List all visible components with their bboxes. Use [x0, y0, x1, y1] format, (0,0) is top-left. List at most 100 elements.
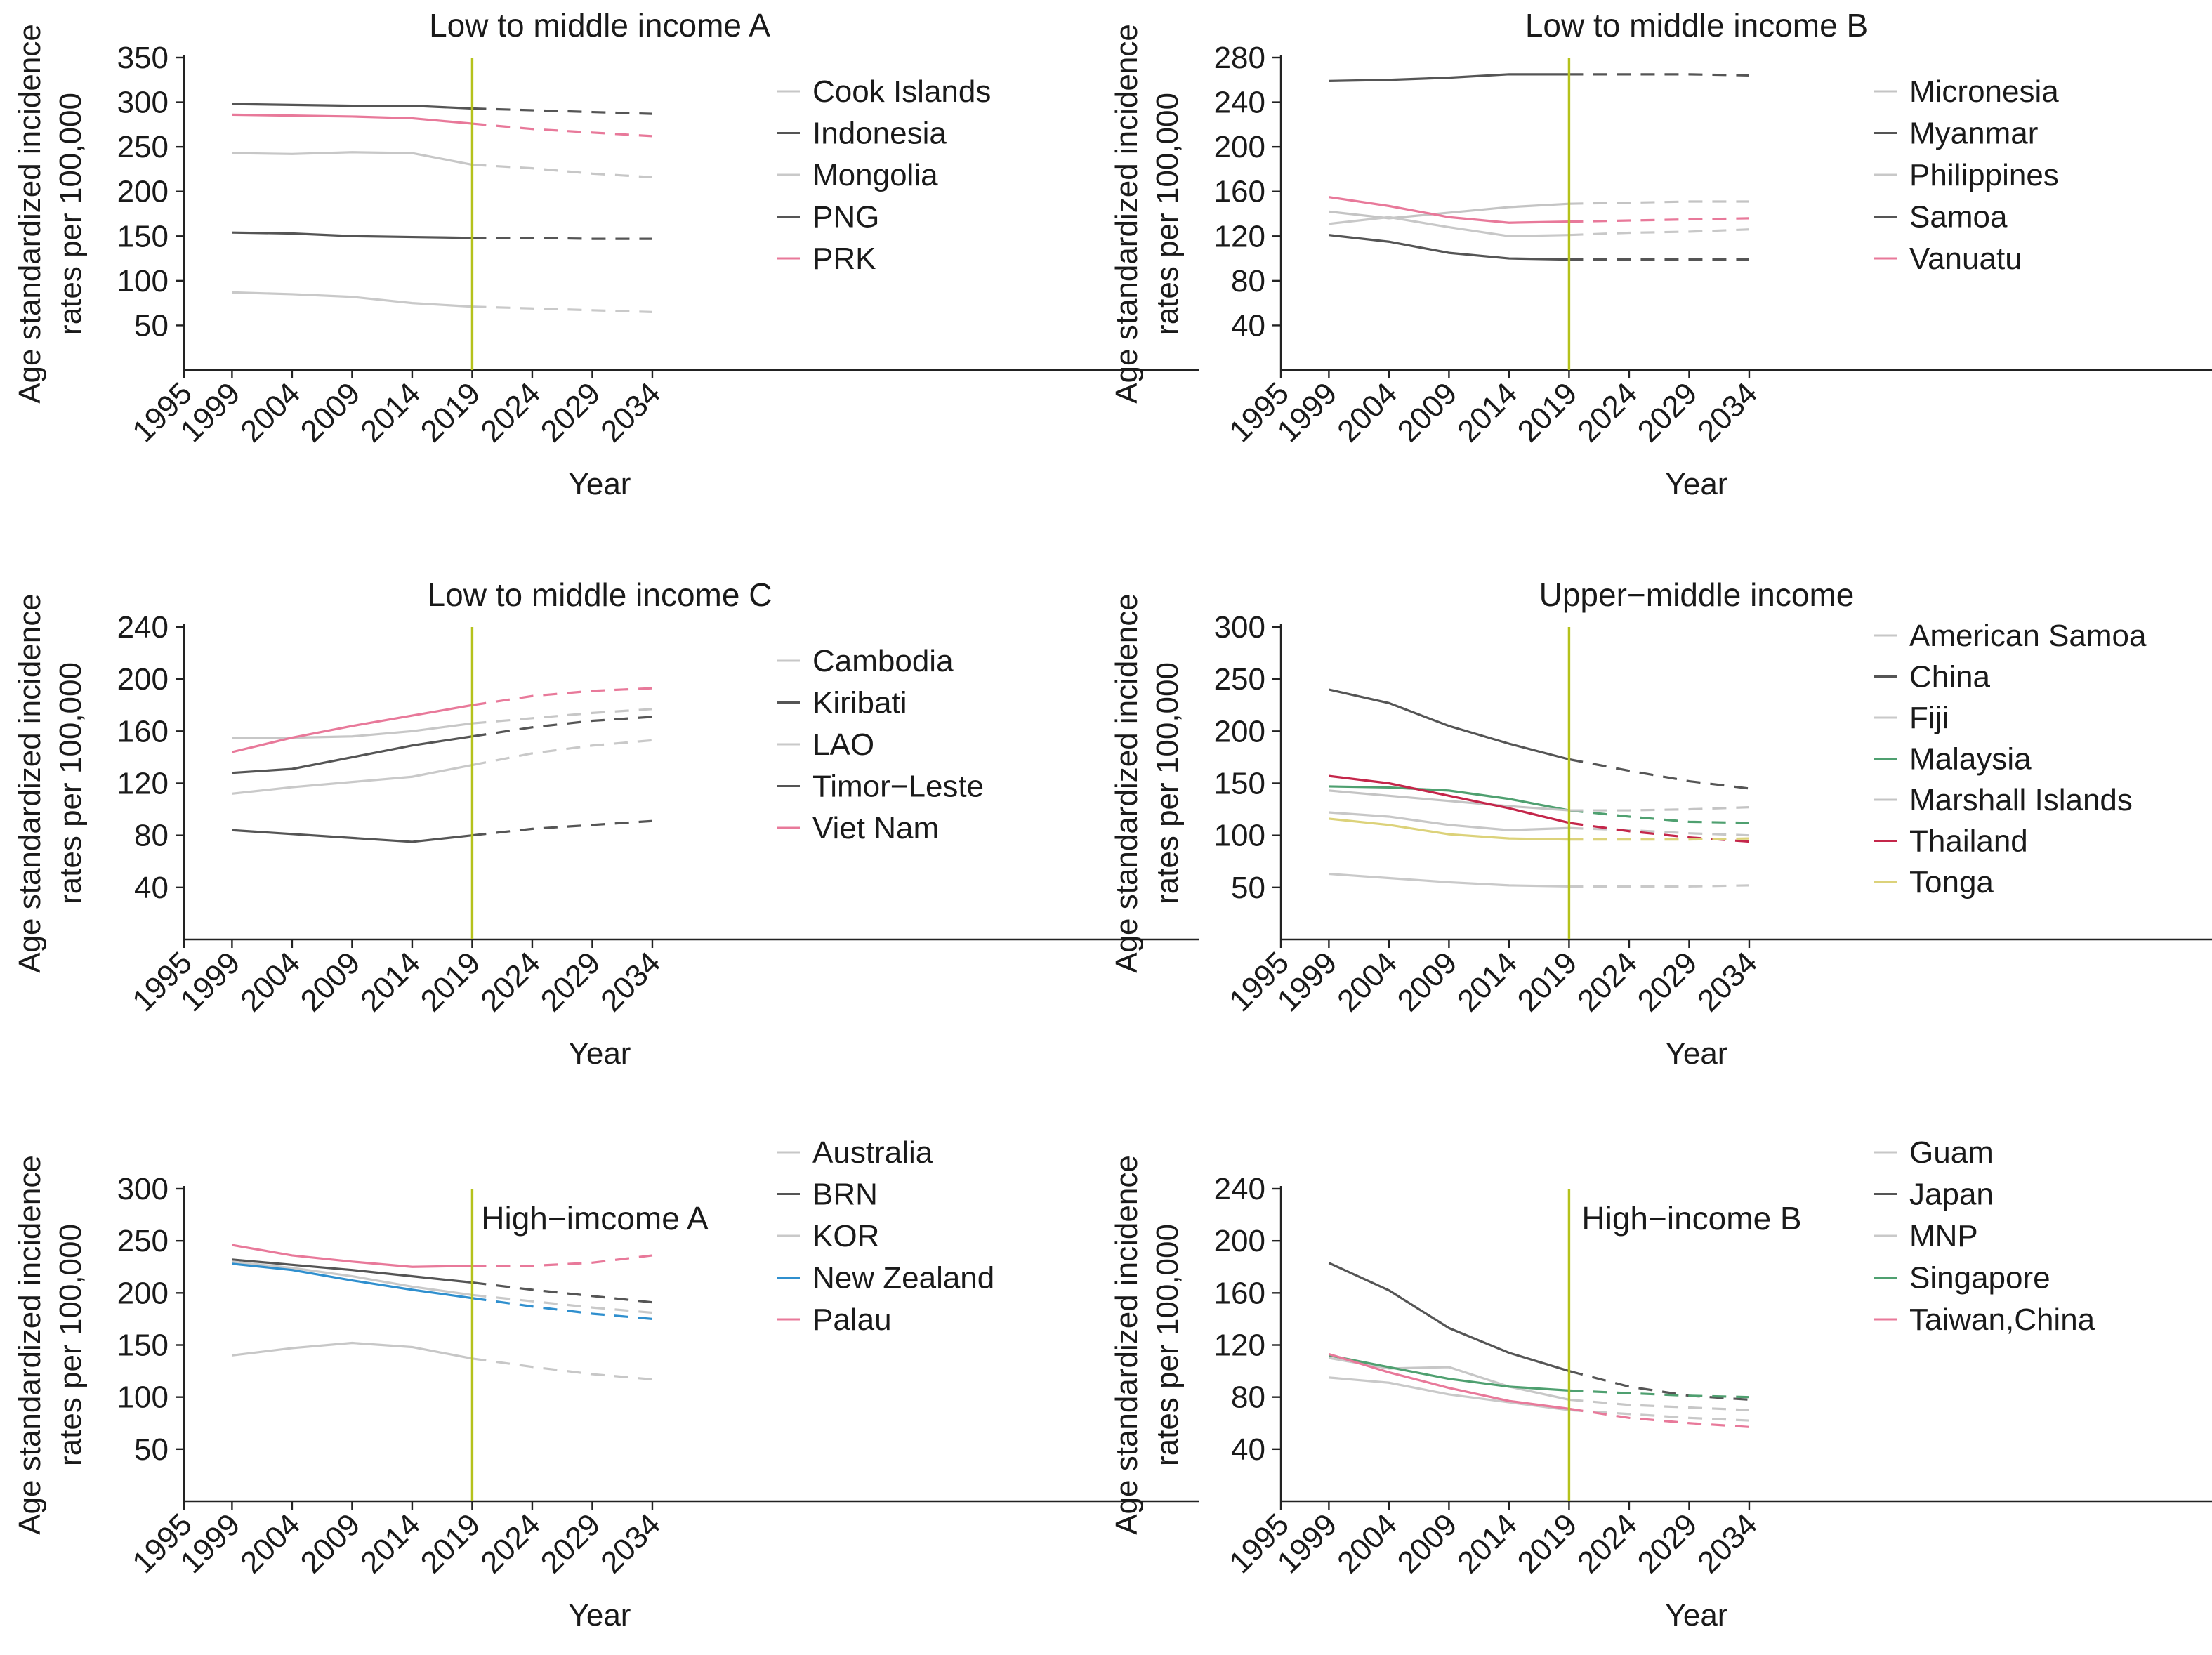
series-projection-2: [1569, 1409, 1750, 1422]
series-line-0: [1329, 811, 1569, 831]
series-projection-6: [1569, 837, 1749, 841]
y-tick-label: 40: [134, 871, 169, 905]
y-tick-label: 300: [117, 86, 169, 120]
legend-label: Singapore: [1909, 1261, 2050, 1295]
series-projection-2: [472, 305, 653, 313]
series-projection-0: [472, 1357, 653, 1381]
series-projection-4: [472, 687, 653, 706]
series-projection-3: [1569, 1389, 1749, 1399]
y-tick-label: 200: [1214, 714, 1265, 749]
x-tick-label: 2009: [1391, 376, 1464, 449]
chart-title: Upper−middle income: [1539, 576, 1855, 613]
x-tick-label: 2009: [294, 1507, 367, 1580]
x-tick-label: 2019: [414, 1507, 487, 1580]
x-tick-label: 2014: [1451, 945, 1524, 1018]
series-line-0: [232, 1341, 473, 1360]
x-tick-label: 2009: [1391, 945, 1464, 1018]
x-tick-label: 2004: [1331, 1507, 1404, 1580]
x-tick-label: 2014: [354, 376, 427, 449]
y-axis-title: Age standardized incidence rates per 100,…: [1110, 593, 1185, 973]
y-tick-label: 100: [117, 264, 169, 298]
y-tick-label: 50: [1231, 871, 1265, 905]
y-tick-label: 80: [1231, 264, 1265, 298]
chart-title: Low to middle income B: [1525, 7, 1868, 44]
legend-label: Palau: [812, 1303, 892, 1337]
series-projection-0: [1569, 1398, 1750, 1411]
y-tick-label: 120: [1214, 219, 1265, 253]
chart-panel-5: 5010015020025030019951999200420092014201…: [13, 1135, 1199, 1633]
series-line-3: [1329, 785, 1569, 812]
y-axis-title-line2: rates per 100,000: [1150, 93, 1185, 335]
y-tick-label: 300: [117, 1172, 169, 1206]
legend-label: Micronesia: [1909, 74, 2059, 109]
legend-label: Samoa: [1909, 200, 2008, 235]
legend-label: Guam: [1909, 1135, 1994, 1170]
series-projection-4: [1569, 806, 1750, 812]
x-tick-label: 2014: [1451, 1507, 1524, 1580]
x-tick-label: 2024: [474, 376, 547, 449]
x-tick-label: 2014: [1451, 376, 1524, 449]
legend-label: Timor−Leste: [812, 770, 984, 804]
x-tick-label: 2019: [1511, 945, 1584, 1018]
y-tick-label: 300: [1214, 610, 1265, 645]
y-tick-label: 100: [117, 1380, 169, 1415]
y-axis-title: Age standardized incidence rates per 100,…: [13, 24, 88, 404]
x-tick-label: 2034: [1691, 376, 1764, 449]
x-tick-label: 2009: [294, 945, 367, 1018]
x-tick-label: 2014: [354, 1507, 427, 1580]
series-projection-3: [472, 819, 653, 837]
chart-panel-1: 5010015020025030035019951999200420092014…: [13, 7, 1199, 501]
x-tick-label: 2004: [234, 376, 307, 449]
series-projection-1: [472, 1281, 653, 1304]
x-axis-title: Year: [1666, 1598, 1728, 1633]
y-tick-label: 50: [134, 308, 169, 343]
x-tick-label: 2019: [1511, 1507, 1584, 1580]
x-tick-label: 2034: [594, 945, 667, 1018]
y-axis-title-line1: Age standardized incidence: [13, 1155, 47, 1535]
series-line-4: [232, 113, 473, 125]
series-projection-3: [472, 1297, 653, 1321]
x-tick-label: 2029: [1631, 376, 1704, 449]
legend-label: American Samoa: [1909, 619, 2147, 653]
series-projection-4: [472, 1254, 653, 1267]
legend-label: Japan: [1909, 1178, 1994, 1212]
x-tick-label: 2004: [1331, 945, 1404, 1018]
series-line-4: [1329, 789, 1569, 812]
legend-label: Taiwan,China: [1909, 1303, 2095, 1337]
y-tick-label: 160: [1214, 1276, 1265, 1310]
series-projection-0: [1569, 200, 1749, 205]
legend-label: Philippines: [1909, 158, 2059, 192]
y-axis-title: Age standardized incidence rates per 100,…: [1110, 24, 1185, 404]
y-tick-label: 250: [117, 1224, 169, 1258]
x-tick-label: 2014: [354, 945, 427, 1018]
chart-panel-6: 4080120160200240199519992004200920142019…: [1110, 1135, 2212, 1633]
y-axis-title-line2: rates per 100,000: [53, 662, 88, 904]
series-line-0: [232, 722, 473, 739]
series-projection-0: [472, 708, 653, 725]
y-tick-label: 200: [117, 175, 169, 209]
series-line-4: [1328, 1352, 1569, 1410]
series-line-2: [1329, 216, 1569, 237]
x-axis-title: Year: [1666, 1036, 1728, 1071]
x-tick-label: 2024: [474, 1507, 547, 1580]
legend-label: Cambodia: [812, 644, 954, 678]
series-line-0: [232, 151, 473, 166]
y-tick-label: 160: [117, 714, 169, 749]
y-tick-label: 250: [117, 130, 169, 164]
series-line-3: [1329, 1354, 1569, 1392]
x-tick-label: 2004: [1331, 376, 1404, 449]
series-line-3: [232, 829, 473, 843]
legend-label: Vanuatu: [1909, 242, 2022, 276]
legend-label: KOR: [812, 1219, 879, 1253]
series-line-1: [232, 1258, 473, 1284]
series-line-3: [232, 231, 473, 239]
x-tick-label: 2019: [414, 945, 487, 1018]
y-tick-label: 240: [1214, 1172, 1265, 1206]
x-tick-label: 2029: [534, 1507, 607, 1580]
series-projection-2: [1569, 884, 1749, 888]
series-projection-1: [1569, 1370, 1750, 1401]
series-projection-0: [472, 163, 653, 178]
series-projection-4: [472, 122, 653, 138]
series-line-4: [232, 1244, 473, 1268]
